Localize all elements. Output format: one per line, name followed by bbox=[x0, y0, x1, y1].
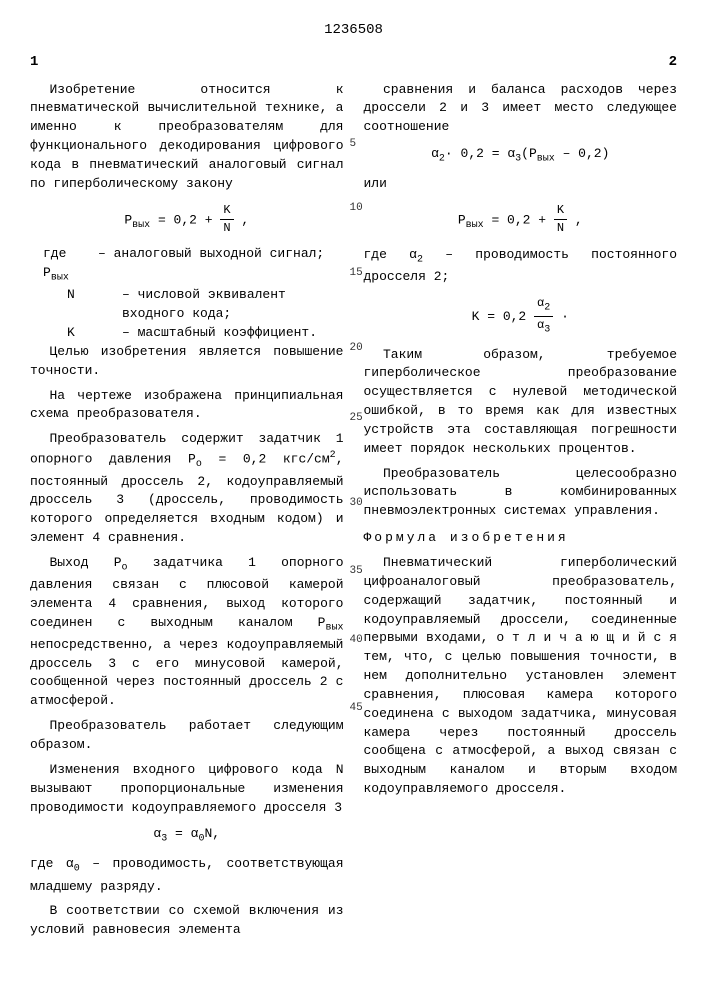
claims-title: Формула изобретения bbox=[364, 529, 678, 548]
line-number: 20 bbox=[350, 341, 363, 357]
left-defs: где Pвых – аналоговый выходной сигнал; N… bbox=[43, 245, 344, 342]
left-p3: На чертеже изображена принципиальная схе… bbox=[30, 387, 344, 425]
line-number: 5 bbox=[350, 137, 357, 153]
header-row: 1 2 bbox=[30, 52, 677, 72]
left-column: Изобретение относится к пневматической в… bbox=[30, 81, 344, 947]
right-formula3: K = 0,2 α2α3 · bbox=[364, 295, 678, 338]
or-text: или bbox=[364, 175, 678, 194]
line-number: 10 bbox=[350, 201, 363, 217]
right-p2: где α2 – проводимость постоянного дроссе… bbox=[364, 246, 678, 287]
def-row: N – числовой эквивалент входного кода; bbox=[43, 286, 344, 324]
def-row: где Pвых – аналоговый выходной сигнал; bbox=[43, 245, 344, 286]
line-number: 25 bbox=[350, 411, 363, 427]
right-p3: Таким образом, требуемое гиперболическое… bbox=[364, 346, 678, 459]
left-p5: Выход Pо задатчика 1 опорного давления с… bbox=[30, 554, 344, 711]
page: 1236508 1 2 Изобретение относится к пнев… bbox=[0, 0, 707, 966]
right-column: 51015202530354045 сравнения и баланса ра… bbox=[364, 81, 678, 947]
header-right: 2 bbox=[669, 52, 677, 72]
right-p4: Преобразователь целесообразно использова… bbox=[364, 465, 678, 522]
left-formula1: Pвых = 0,2 + KN , bbox=[30, 202, 344, 238]
right-p1: сравнения и баланса расходов через дросс… bbox=[364, 81, 678, 138]
left-p7: Изменения входного цифрового кода N вызы… bbox=[30, 761, 344, 818]
left-p6: Преобразователь работает следующим образ… bbox=[30, 717, 344, 755]
left-p8: где α0 – проводимость, соответствующая м… bbox=[30, 855, 344, 896]
right-formula1: α2· 0,2 = α3(Pвых – 0,2) bbox=[364, 145, 678, 167]
left-p1: Изобретение относится к пневматической в… bbox=[30, 81, 344, 194]
line-number: 45 bbox=[350, 701, 363, 717]
document-number: 1236508 bbox=[30, 20, 677, 40]
left-p4: Преобразователь содержит задатчик 1 опор… bbox=[30, 430, 344, 548]
columns: Изобретение относится к пневматической в… bbox=[30, 81, 677, 947]
def-row: K – масштабный коэффициент. bbox=[43, 324, 344, 343]
line-number: 35 bbox=[350, 564, 363, 580]
right-p5: Пневматический гиперболический цифроанал… bbox=[364, 554, 678, 799]
left-p2: Целью изобретения является повышение точ… bbox=[30, 343, 344, 381]
line-number: 40 bbox=[350, 633, 363, 649]
right-formula2: Pвых = 0,2 + KN , bbox=[364, 202, 678, 238]
line-number: 15 bbox=[350, 266, 363, 282]
header-left: 1 bbox=[30, 52, 38, 72]
left-p9: В соответствии со схемой включения из ус… bbox=[30, 902, 344, 940]
line-number: 30 bbox=[350, 496, 363, 512]
left-formula2: α3 = α0N, bbox=[30, 825, 344, 847]
